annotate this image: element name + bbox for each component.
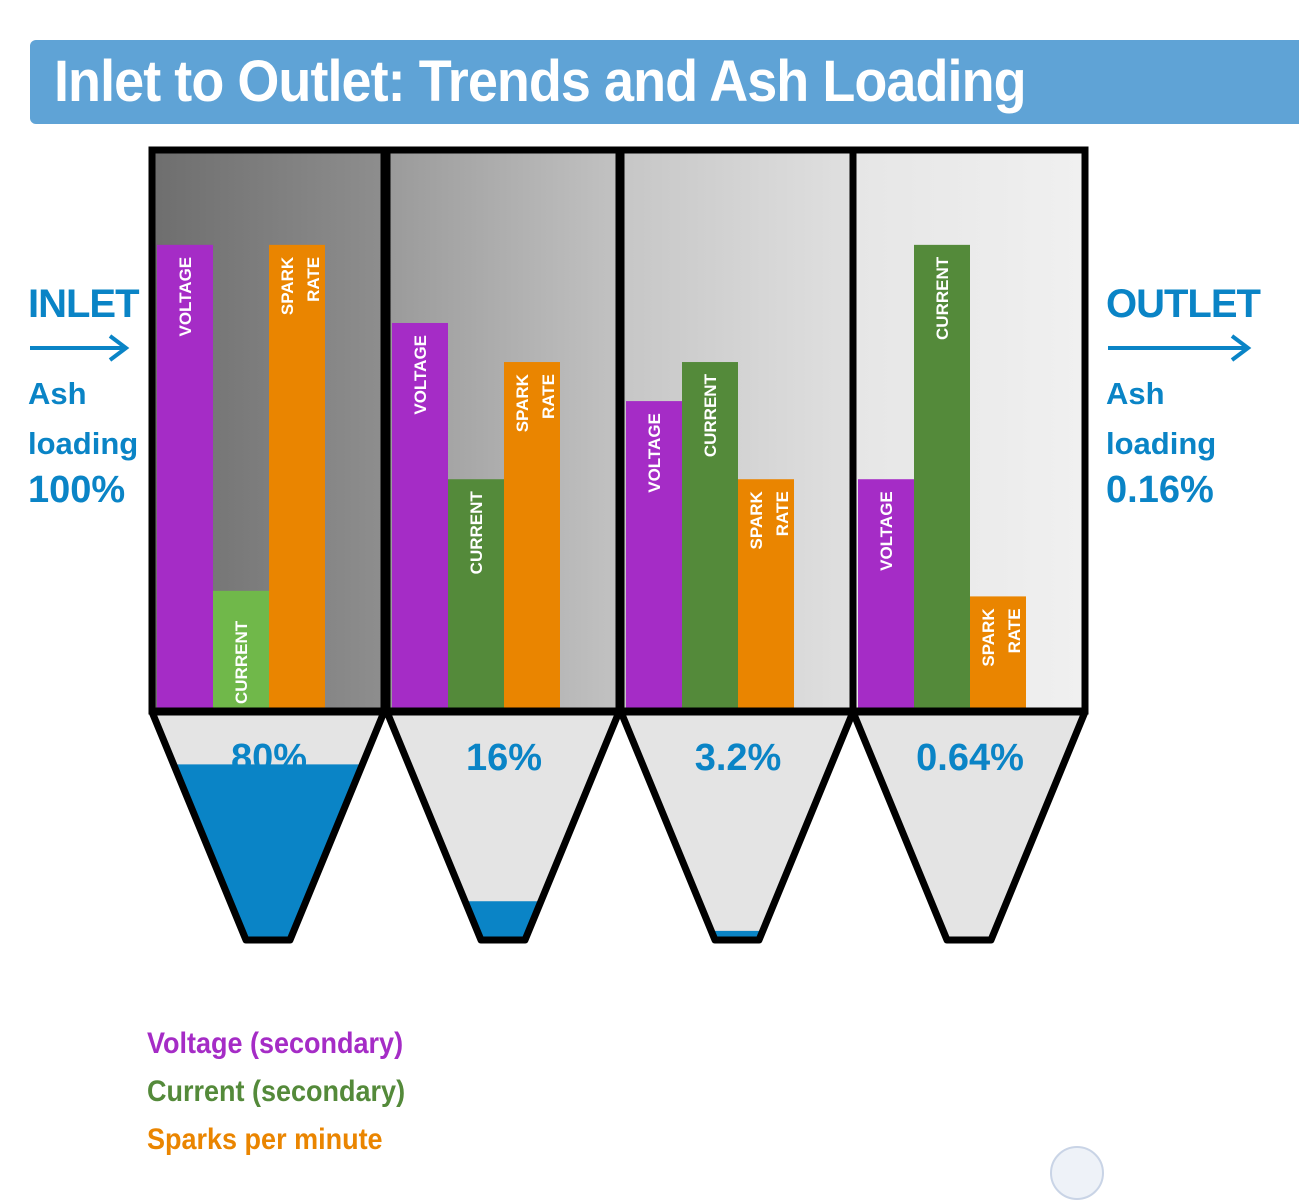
inlet-label: INLET xyxy=(28,282,140,326)
spark-bar-label: RATE xyxy=(539,374,558,419)
spark-bar-label: SPARK xyxy=(278,256,297,315)
voltage-bar-label: VOLTAGE xyxy=(645,413,664,493)
outlet-arrow-icon xyxy=(1108,334,1252,362)
hopper xyxy=(387,712,619,940)
voltage-bar-label: VOLTAGE xyxy=(411,335,430,415)
current-bar-label: CURRENT xyxy=(232,620,251,704)
voltage-bar-label: VOLTAGE xyxy=(877,491,896,571)
page-title: Inlet to Outlet: Trends and Ash Loading xyxy=(54,49,1027,114)
current-bar xyxy=(213,590,269,708)
outlet-ash-label-1: Ash xyxy=(1106,376,1165,411)
voltage-bar xyxy=(392,322,448,708)
field-3: VOLTAGE CURRENT SPARK RATE 3.2% xyxy=(617,146,857,944)
ash-fill xyxy=(387,901,619,940)
spark-bar xyxy=(269,244,325,709)
hopper xyxy=(853,712,1085,940)
field-2: VOLTAGE CURRENT SPARK RATE 16% xyxy=(383,146,623,944)
outlet-panel: OUTLET Ash loading 0.16% xyxy=(1106,282,1261,512)
current-bar xyxy=(682,362,738,708)
hopper-ash-label: 16% xyxy=(466,737,542,779)
voltage-bar xyxy=(858,479,914,708)
current-bar xyxy=(914,244,970,709)
legend: Voltage (secondary) Current (secondary) … xyxy=(147,1020,405,1164)
voltage-bar xyxy=(157,244,213,709)
hopper-ash-label: 3.2% xyxy=(695,737,782,779)
spark-bar xyxy=(738,479,794,708)
spark-bar xyxy=(504,362,560,708)
current-bar xyxy=(448,479,504,708)
outlet-ash-value: 0.16% xyxy=(1106,469,1214,511)
spark-bar-label: SPARK xyxy=(979,608,998,667)
decorative-circle-icon xyxy=(1050,1146,1104,1200)
spark-bar-label: SPARK xyxy=(747,491,766,550)
hopper-ash-label: 0.64% xyxy=(916,737,1024,779)
spark-bar-label: RATE xyxy=(1005,608,1024,653)
inlet-arrow-icon xyxy=(30,334,130,362)
legend-voltage: Voltage (secondary) xyxy=(147,1027,404,1060)
spark-bar-label: RATE xyxy=(773,491,792,536)
outlet-ash-label-2: loading xyxy=(1106,426,1217,461)
voltage-bar-label: VOLTAGE xyxy=(176,257,195,337)
outlet-label: OUTLET xyxy=(1106,282,1261,326)
inlet-panel: INLET Ash loading 100% xyxy=(28,282,140,512)
current-bar-label: CURRENT xyxy=(701,373,720,457)
ash-fill xyxy=(621,930,853,940)
inlet-ash-label-1: Ash xyxy=(28,376,87,411)
spark-bar xyxy=(970,596,1026,708)
legend-current: Current (secondary) xyxy=(147,1075,406,1108)
field-4: VOLTAGE CURRENT SPARK RATE 0.64% xyxy=(849,146,1089,944)
inlet-ash-value: 100% xyxy=(28,469,126,511)
spark-bar-label: RATE xyxy=(304,257,323,302)
current-bar-label: CURRENT xyxy=(467,491,486,575)
legend-sparks: Sparks per minute xyxy=(147,1123,383,1156)
spark-bar-label: SPARK xyxy=(513,373,532,432)
inlet-ash-label-2: loading xyxy=(28,426,139,461)
voltage-bar xyxy=(626,401,682,708)
title-banner: Inlet to Outlet: Trends and Ash Loading xyxy=(30,40,1299,124)
current-bar-label: CURRENT xyxy=(933,256,952,340)
hopper xyxy=(621,712,853,940)
